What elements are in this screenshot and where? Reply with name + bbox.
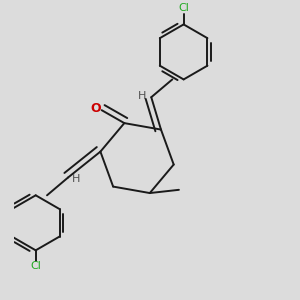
- Text: H: H: [138, 91, 146, 100]
- Text: Cl: Cl: [178, 3, 189, 13]
- Text: Cl: Cl: [30, 262, 41, 272]
- Text: O: O: [91, 102, 101, 115]
- Text: H: H: [72, 174, 80, 184]
